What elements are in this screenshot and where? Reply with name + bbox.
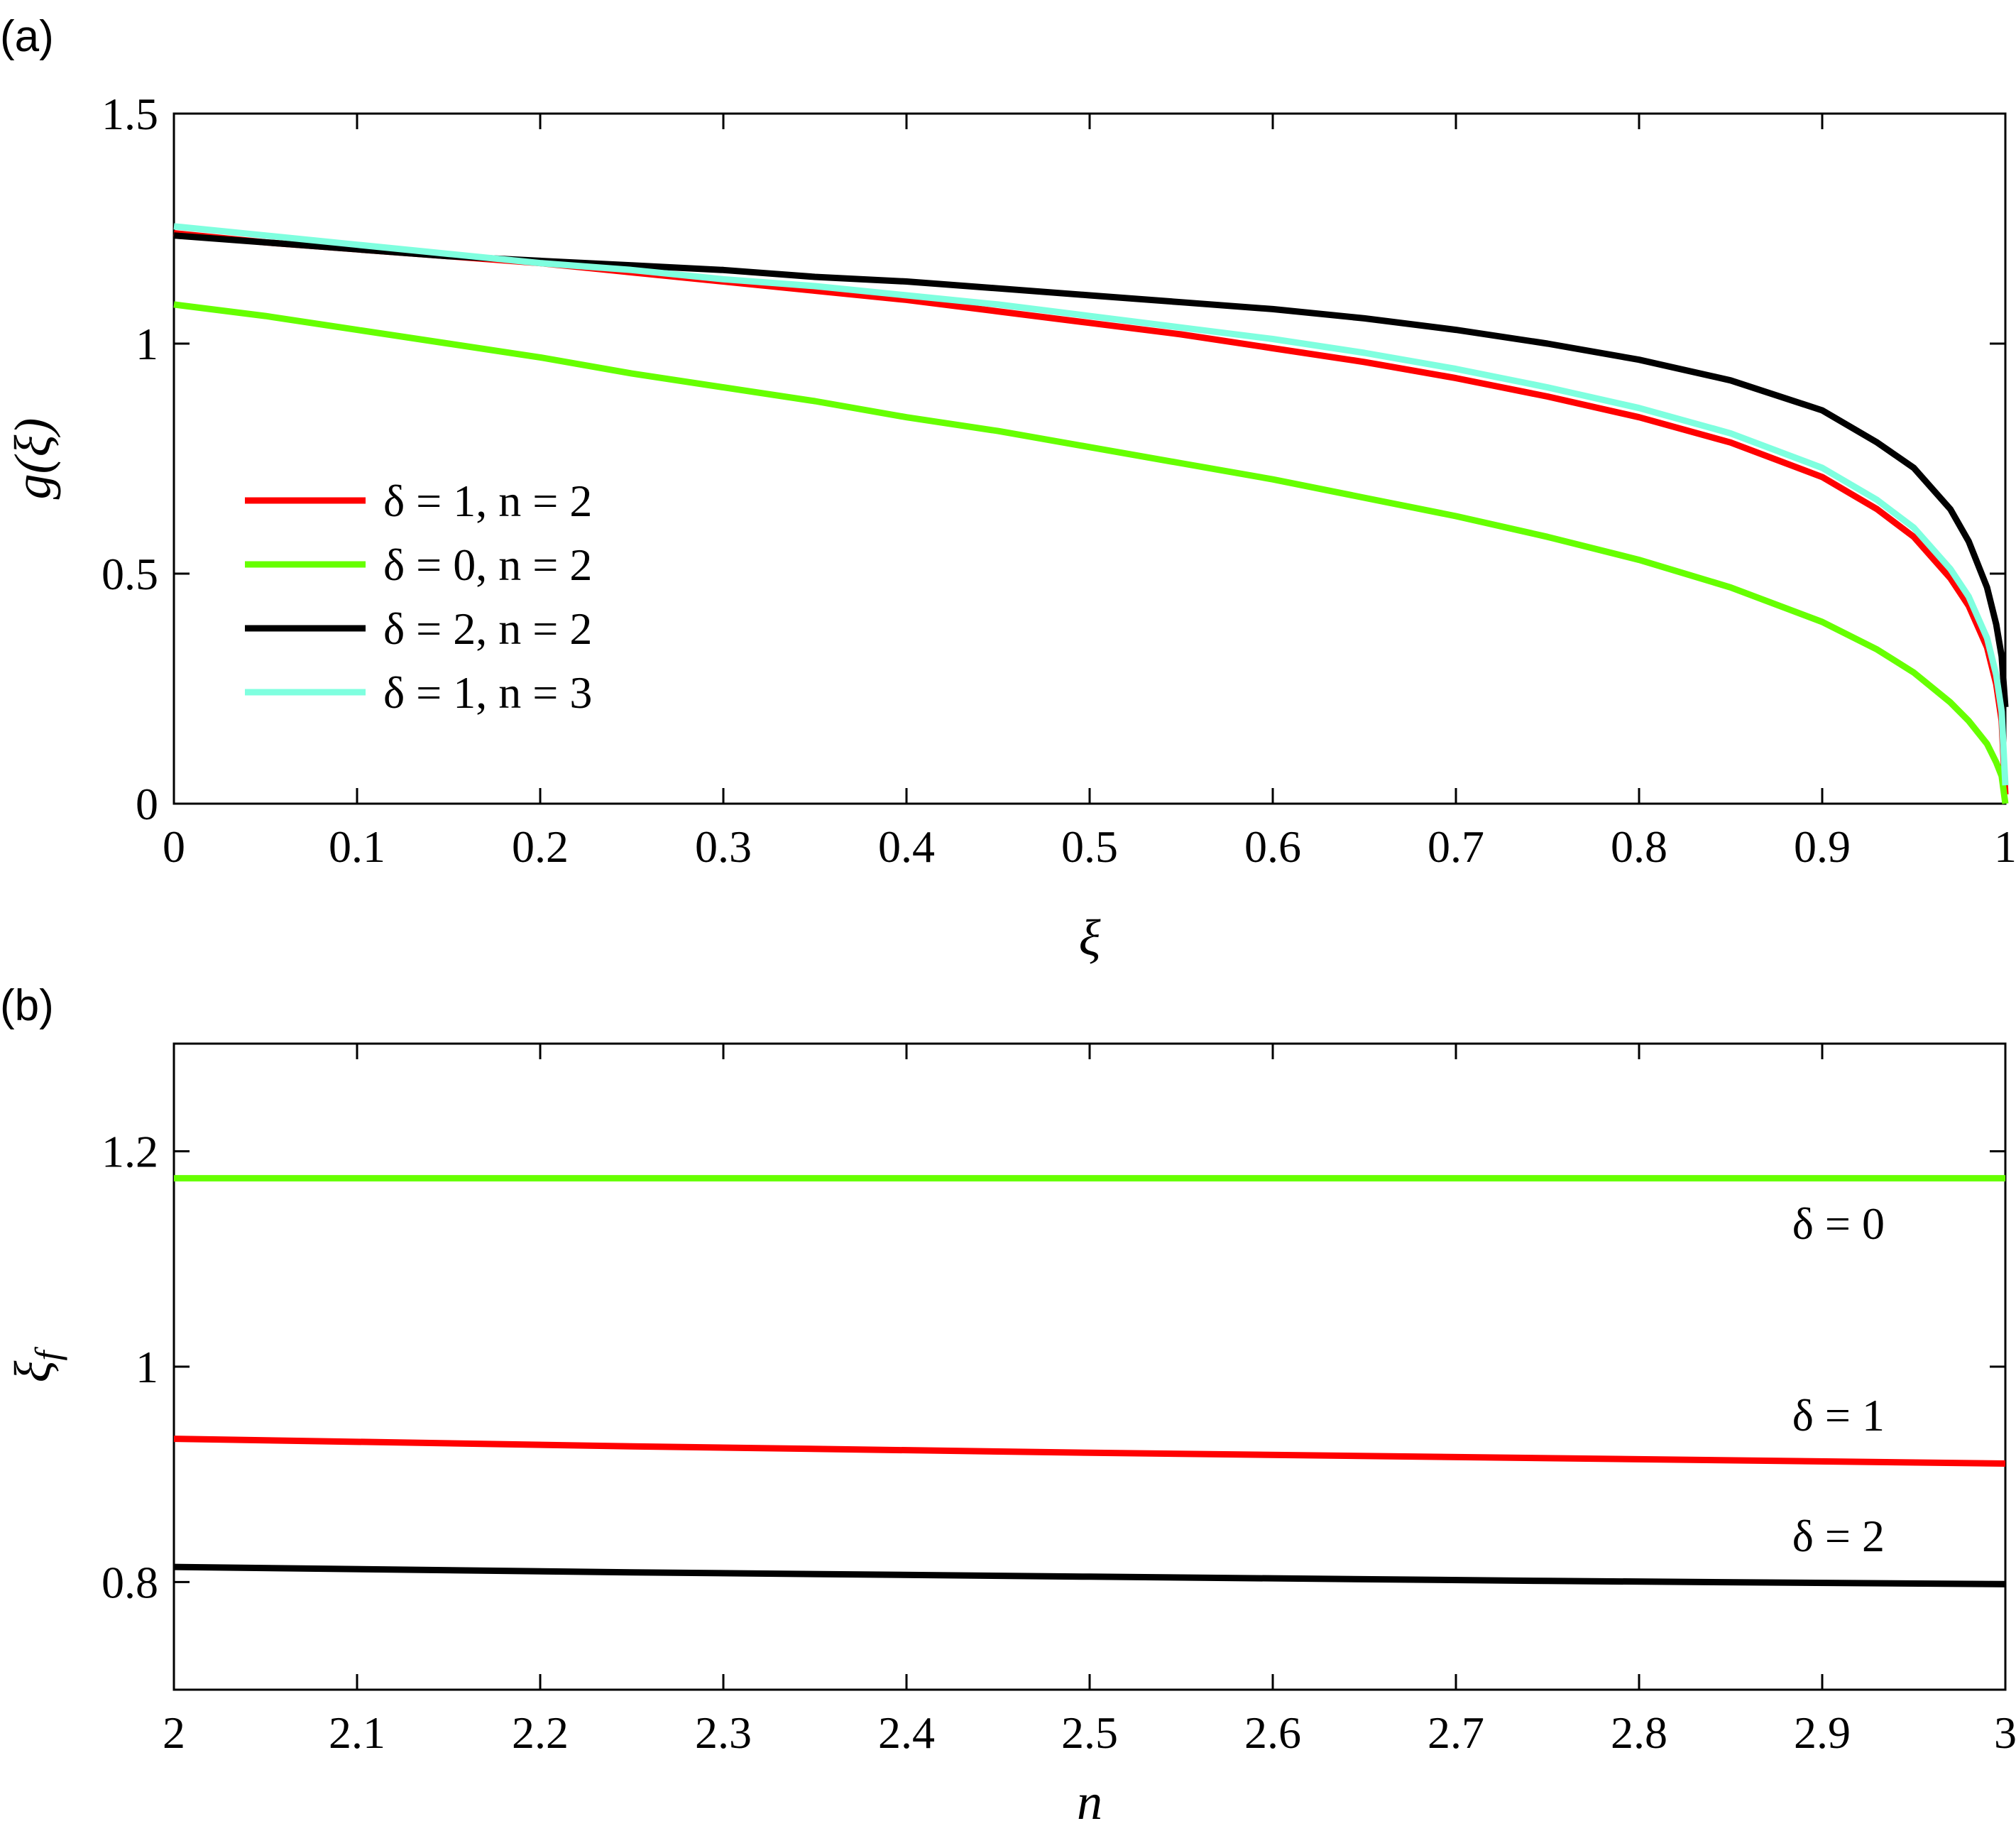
chart-a: 0 0.1 0.2 0.3 0.4 0.5 0.6 0.7 0.8 0.9 100.511.5 ξ … bbox=[4, 89, 2016, 966]
legend-label-2: δ = 2, n = 2 bbox=[383, 603, 592, 654]
chart-b-xlabel: n bbox=[1077, 1773, 1102, 1826]
panel-label-a: (a) bbox=[0, 12, 54, 61]
legend-label-1: δ = 0, n = 2 bbox=[383, 540, 592, 590]
series-line-2 bbox=[173, 1563, 2006, 1587]
x-tick-label: 0.5 bbox=[1061, 821, 1118, 872]
y-tick-label: 0.8 bbox=[102, 1557, 158, 1607]
x-tick-label: 0.2 bbox=[512, 821, 569, 872]
x-tick-label: 0 bbox=[163, 821, 185, 872]
panel-label-b: (b) bbox=[0, 981, 54, 1030]
y-tick-label: 1.2 bbox=[102, 1127, 158, 1177]
chart-a-series bbox=[173, 223, 2009, 804]
x-tick-label: 2.2 bbox=[512, 1707, 569, 1758]
chart-a-xlabel: ξ bbox=[1079, 909, 1101, 966]
chart-a-ticks: 0 0.1 0.2 0.3 0.4 0.5 0.6 0.7 0.8 0.9 1 0 0.5 1 1.5 bbox=[102, 89, 2016, 872]
y-tick-label: 1 bbox=[136, 1342, 158, 1392]
x-tick-label: 2.7 bbox=[1428, 1707, 1484, 1758]
chart-b-series bbox=[173, 1175, 2006, 1587]
x-tick-label: 2.5 bbox=[1061, 1707, 1118, 1758]
x-tick-label: 2.8 bbox=[1611, 1707, 1667, 1758]
x-tick-label: 0.3 bbox=[695, 821, 752, 872]
x-tick-label: 1 bbox=[1994, 821, 2016, 872]
series-line-1 bbox=[173, 301, 2009, 804]
legend-label-0: δ = 1, n = 2 bbox=[383, 476, 592, 526]
x-tick-label: 0.1 bbox=[329, 821, 385, 872]
series-annotation-2: δ = 2 bbox=[1792, 1511, 1885, 1561]
x-tick-label: 2.4 bbox=[878, 1707, 935, 1758]
chart-b-ticks: 2 2.1 2.2 2.3 2.4 2.5 2.6 2.7 2.8 2.9 3 0.8 1 1.2 bbox=[102, 1044, 2016, 1758]
series-line-1 bbox=[173, 1436, 2006, 1467]
chart-a-ylabel: g(ξ) bbox=[4, 418, 61, 500]
x-tick-label: 0.9 bbox=[1794, 821, 1851, 872]
chart-b-ylabel: ξf bbox=[4, 1347, 67, 1383]
chart-b-axes-box bbox=[172, 1042, 2007, 1691]
series-line-3 bbox=[173, 223, 2009, 786]
x-tick-label: 2.1 bbox=[329, 1707, 385, 1758]
y-tick-label: 0 bbox=[136, 779, 158, 829]
x-tick-label: 2.6 bbox=[1244, 1707, 1301, 1758]
series-annotation-0: δ = 0 bbox=[1792, 1198, 1885, 1249]
x-tick-label: 0.4 bbox=[878, 821, 935, 872]
series-annotation-1: δ = 1 bbox=[1792, 1390, 1885, 1440]
y-tick-label: 1.5 bbox=[102, 89, 158, 139]
x-tick-label: 2 bbox=[163, 1707, 185, 1758]
x-tick-label: 0.7 bbox=[1428, 821, 1484, 872]
chart-b-annotations: δ = 0 δ = 1 δ = 2 bbox=[1792, 1198, 1885, 1561]
y-tick-label: 0.5 bbox=[102, 549, 158, 599]
x-tick-label: 3 bbox=[1994, 1707, 2016, 1758]
x-tick-label: 2.3 bbox=[695, 1707, 752, 1758]
x-tick-label: 2.9 bbox=[1794, 1707, 1851, 1758]
legend-label-3: δ = 1, n = 3 bbox=[383, 667, 592, 718]
chart-b: 2 2.1 2.2 2.3 2.4 2.5 2.6 2.7 2.8 2.9 3 0.8 1 1.2 δ =… bbox=[4, 1042, 2016, 1826]
x-tick-label: 0.8 bbox=[1611, 821, 1667, 872]
y-tick-label: 1 bbox=[136, 319, 158, 369]
chart-a-legend: δ = 1, n = 2 δ = 0, n = 2 δ = 2, n = 2 δ = … bbox=[245, 476, 592, 718]
x-tick-label: 0.6 bbox=[1244, 821, 1301, 872]
